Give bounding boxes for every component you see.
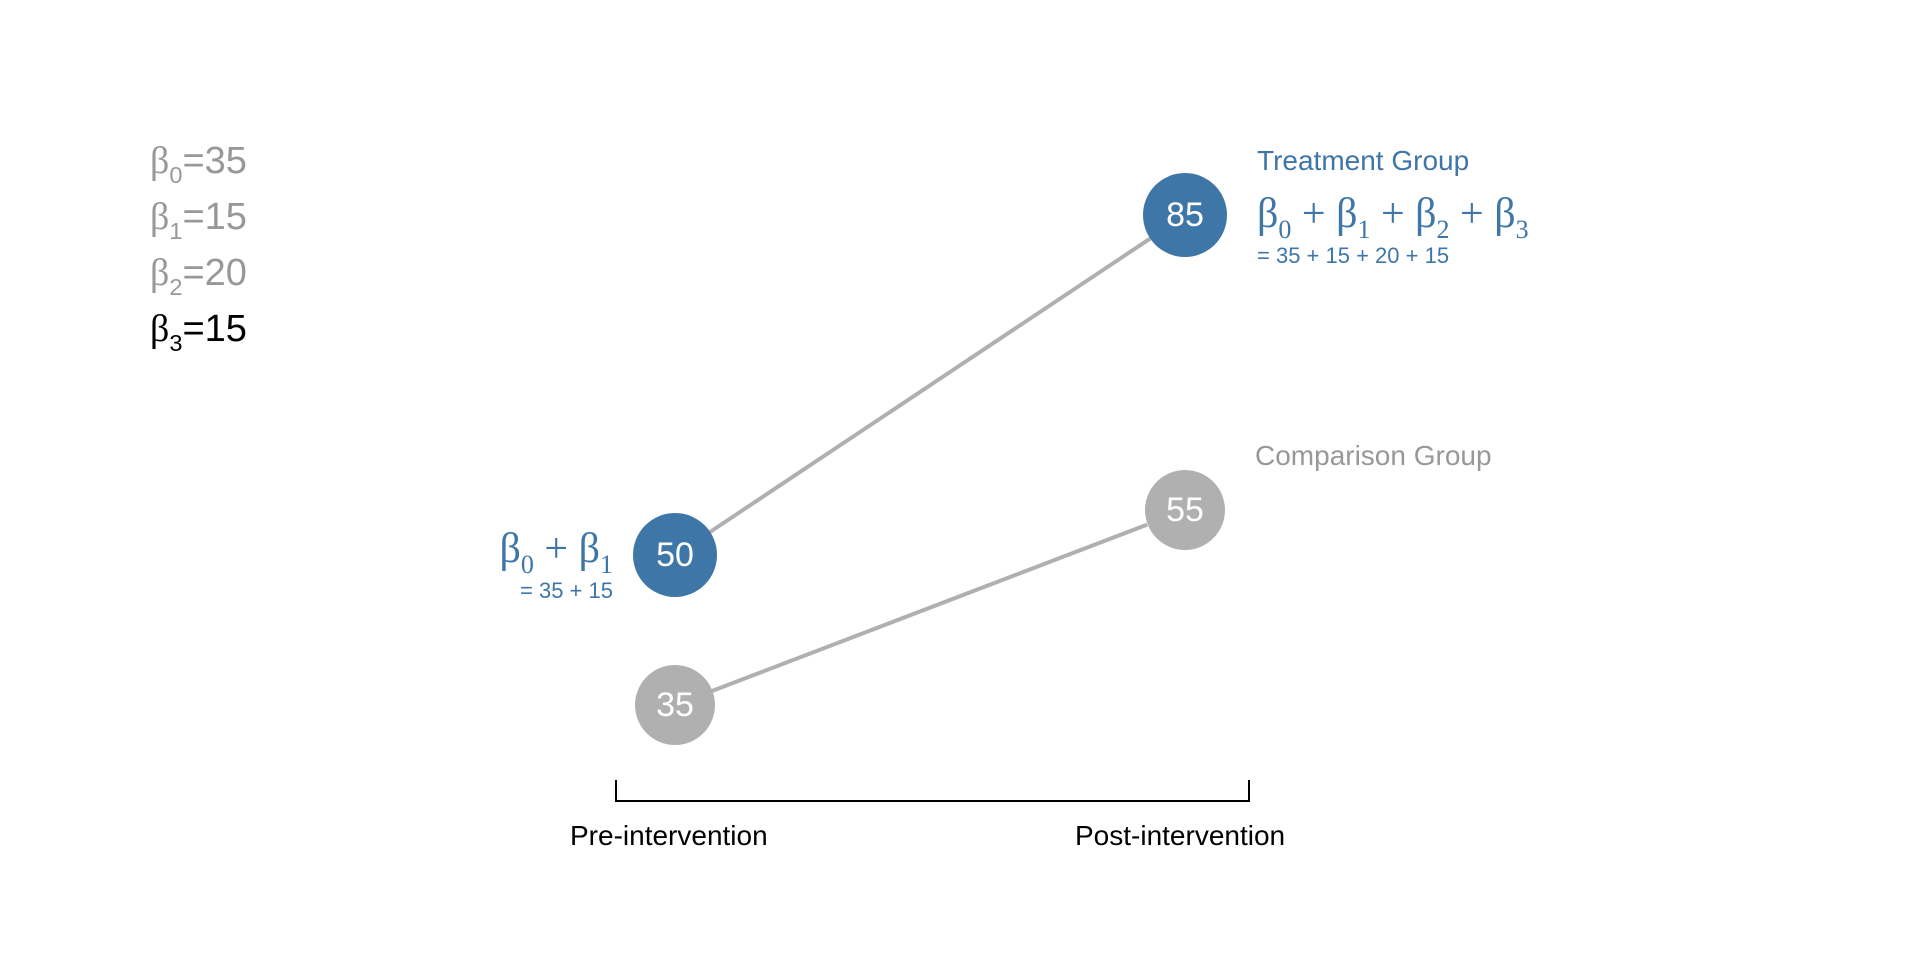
comparison-post-node: 55 bbox=[1145, 470, 1225, 550]
beta-row: β0=35 bbox=[150, 135, 247, 191]
treatment-pre-formula-beta: β0 + β1 bbox=[433, 525, 613, 578]
treatment-group-label: Treatment Group bbox=[1257, 145, 1469, 177]
beta-value-list: β0=35β1=15β2=20β3=15 bbox=[150, 135, 247, 359]
comparison-pre-node: 35 bbox=[635, 665, 715, 745]
comparison-group-label: Comparison Group bbox=[1255, 440, 1492, 472]
treatment-post-formula: β0 + β1 + β2 + β3 = 35 + 15 + 20 + 15 bbox=[1257, 190, 1529, 269]
beta-row: β2=20 bbox=[150, 247, 247, 303]
treatment-post-formula-beta: β0 + β1 + β2 + β3 bbox=[1257, 190, 1529, 243]
treatment-post-formula-numeric: = 35 + 15 + 20 + 15 bbox=[1257, 243, 1529, 269]
diagram-stage: β0=35β1=15β2=20β3=15 35 55 50 85 Treatme… bbox=[0, 0, 1920, 960]
beta-row: β1=15 bbox=[150, 191, 247, 247]
axis-label-pre: Pre-intervention bbox=[570, 820, 768, 852]
axis-label-post: Post-intervention bbox=[1075, 820, 1285, 852]
treatment-pre-formula-numeric: = 35 + 15 bbox=[433, 578, 613, 604]
treatment-pre-node: 50 bbox=[633, 513, 717, 597]
treatment-post-node: 85 bbox=[1143, 173, 1227, 257]
beta-row: β3=15 bbox=[150, 303, 247, 359]
comparison-line bbox=[712, 522, 1149, 692]
treatment-line bbox=[709, 237, 1151, 534]
treatment-pre-formula: β0 + β1 = 35 + 15 bbox=[433, 525, 613, 604]
